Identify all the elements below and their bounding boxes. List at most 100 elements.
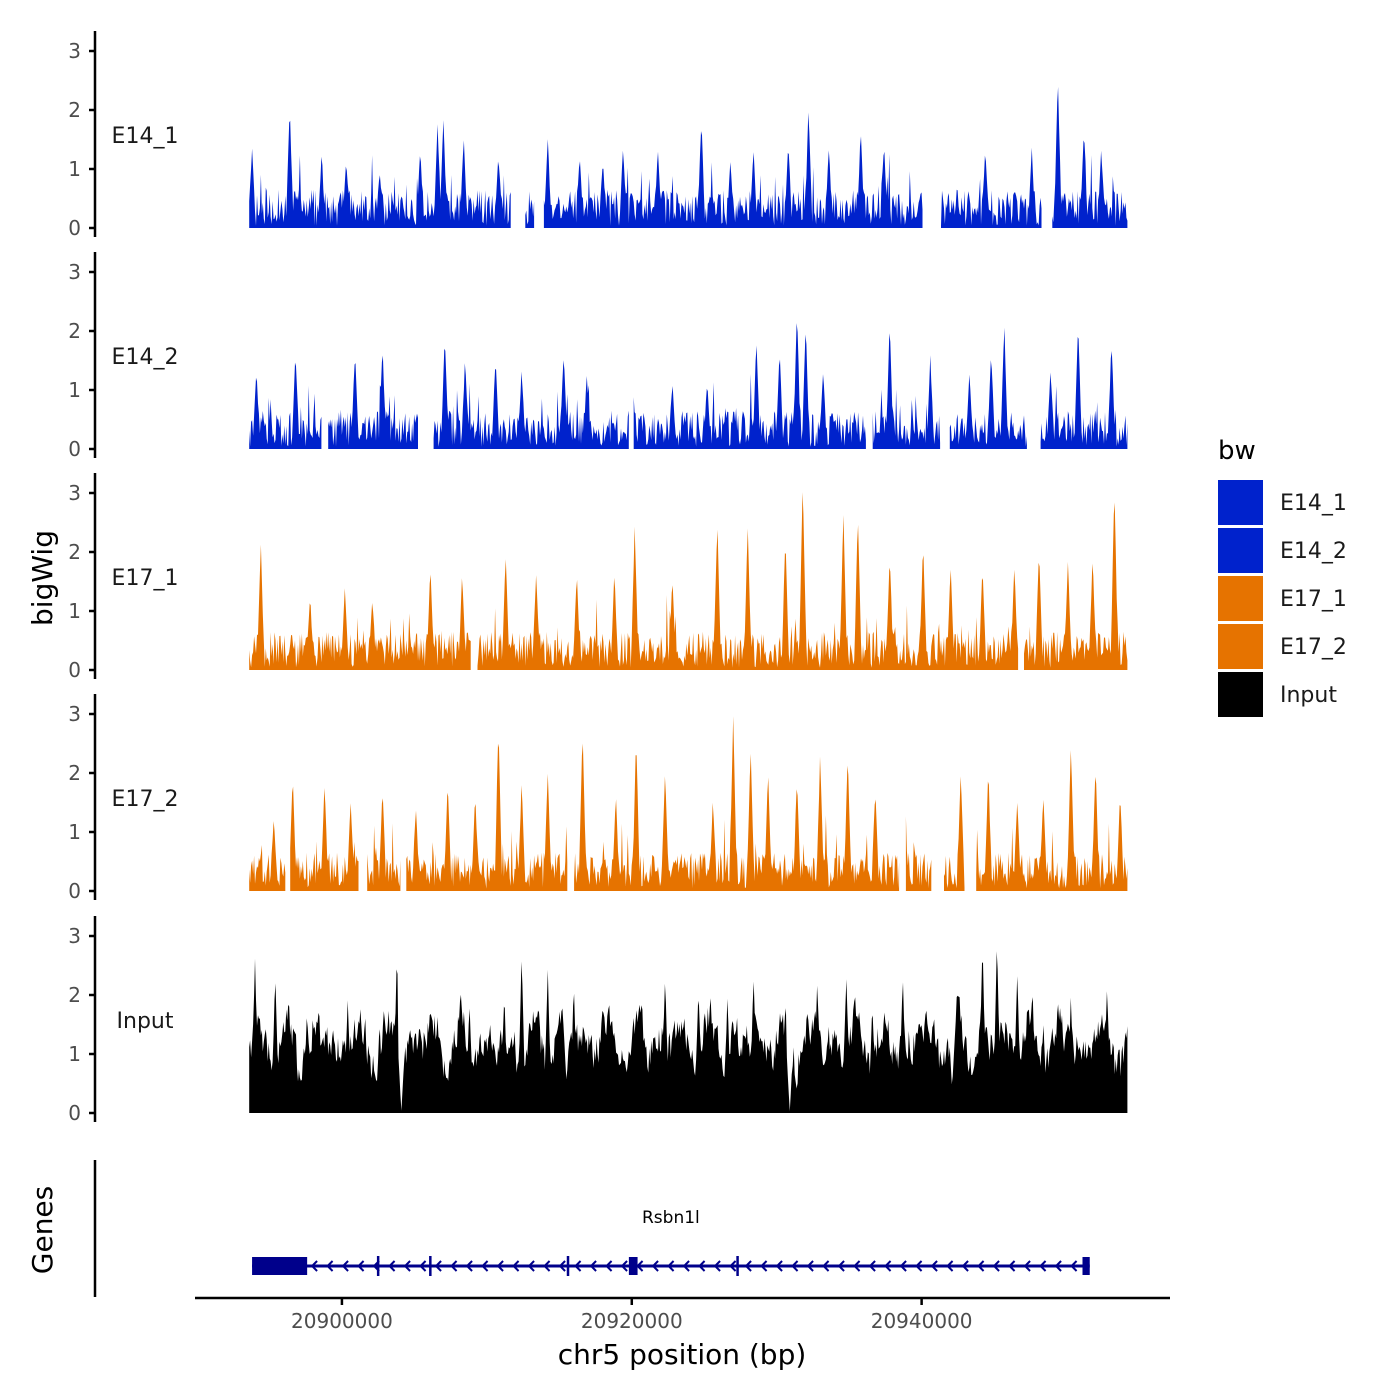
strand-arrow [558, 1260, 566, 1272]
track-label: E14_1 [112, 124, 179, 149]
strand-arrow [946, 1260, 954, 1272]
track-input: 0 1 2 3 Input [68, 916, 1128, 1125]
signal-area [949, 327, 1027, 449]
y-tick-label: 3 [68, 481, 81, 505]
y-tick-label: 0 [68, 216, 81, 240]
y-tick-label: 0 [68, 437, 81, 461]
track-e17-1: 0 1 2 3 E17_1 [68, 473, 1128, 682]
strand-arrow [729, 1260, 737, 1272]
signal-area [477, 492, 1019, 670]
y-tick-label: 2 [68, 98, 81, 122]
strand-arrow [574, 1260, 582, 1272]
strand-arrow [512, 1260, 520, 1272]
x-tick-label: 20940000 [871, 1309, 973, 1333]
signal-area [633, 323, 866, 449]
track-label: E17_2 [112, 787, 179, 812]
legend-label: E17_2 [1280, 635, 1347, 660]
gene-exon [1082, 1257, 1090, 1275]
strand-arrow [543, 1260, 551, 1272]
strand-arrow [1070, 1260, 1078, 1272]
track-label: Input [117, 1009, 174, 1034]
y-tick-label: 3 [68, 702, 81, 726]
signal-area [543, 112, 923, 228]
signal-area [433, 348, 629, 449]
strand-arrow [326, 1260, 334, 1272]
signal-area [905, 816, 932, 891]
x-tick-label: 20920000 [581, 1309, 683, 1333]
y-tick-label: 1 [68, 378, 81, 402]
x-tick-label: 20900000 [291, 1309, 393, 1333]
legend-label: Input [1280, 683, 1337, 708]
legend-swatch [1218, 480, 1263, 525]
genes-track-title: Genes [26, 1186, 59, 1274]
track-label: E14_2 [112, 345, 179, 370]
y-tick-label: 0 [68, 879, 81, 903]
legend: bw E14_1 E14_2 E17_1 E17_2 Input [1218, 436, 1347, 717]
strand-arrow [589, 1260, 597, 1272]
strand-arrow [992, 1260, 1000, 1272]
strand-arrow [403, 1260, 411, 1272]
signal-area [249, 120, 511, 228]
strand-arrow [667, 1260, 675, 1272]
track-e17-2: 0 1 2 3 E17_2 [68, 694, 1128, 903]
strand-arrow [450, 1260, 458, 1272]
strand-arrow [605, 1260, 613, 1272]
strand-arrow [744, 1260, 752, 1272]
gene-rsbn1l: Rsbn1l [252, 1208, 1090, 1276]
legend-label: E17_1 [1280, 587, 1347, 612]
strand-arrow [682, 1260, 690, 1272]
signal-area [249, 821, 286, 891]
y-axis-title: bigWig [26, 530, 59, 626]
signal-area [1040, 337, 1128, 449]
strand-arrow [822, 1260, 830, 1272]
y-tick-label: 0 [68, 1101, 81, 1125]
y-tick-label: 1 [68, 157, 81, 181]
strand-arrow [760, 1260, 768, 1272]
strand-arrow [899, 1260, 907, 1272]
strand-arrow [930, 1260, 938, 1272]
x-axis: 20900000 20920000 20940000 [195, 1296, 1170, 1333]
track-e14-2: 0 1 2 3 E14_2 [68, 252, 1128, 461]
signal-area [1052, 86, 1128, 229]
y-tick-label: 2 [68, 319, 81, 343]
strand-arrow [419, 1260, 427, 1272]
strand-arrow [698, 1260, 706, 1272]
y-tick-label: 2 [68, 540, 81, 564]
strand-arrow [434, 1260, 442, 1272]
strand-arrow [806, 1260, 814, 1272]
strand-arrow [481, 1260, 489, 1272]
strand-arrow [961, 1260, 969, 1272]
strand-arrow [310, 1260, 318, 1272]
signal-area [944, 776, 965, 891]
strand-arrow [388, 1260, 396, 1272]
signal-area [525, 191, 535, 228]
legend-swatch [1218, 528, 1263, 573]
y-tick-label: 3 [68, 260, 81, 284]
strand-arrow [1023, 1260, 1031, 1272]
strand-arrow [837, 1260, 845, 1272]
strand-arrow [620, 1260, 628, 1272]
strand-arrow [1054, 1260, 1062, 1272]
gene-exon [628, 1257, 638, 1275]
y-tick-label: 3 [68, 924, 81, 948]
legend-title: bw [1218, 436, 1256, 466]
y-tick-label: 2 [68, 761, 81, 785]
strand-arrow [527, 1260, 535, 1272]
signal-area [249, 362, 322, 449]
y-tick-label: 2 [68, 983, 81, 1007]
legend-swatch [1218, 672, 1263, 717]
signal-area [328, 355, 418, 449]
strand-arrow [853, 1260, 861, 1272]
track-e14-1: 0 1 2 3 E14_1 [68, 31, 1128, 240]
strand-arrow [1008, 1260, 1016, 1272]
y-tick-label: 1 [68, 1042, 81, 1066]
gene-track: Rsbn1l [93, 1160, 1090, 1297]
strand-arrow [1039, 1260, 1047, 1272]
y-tick-label: 0 [68, 658, 81, 682]
signal-area [574, 716, 900, 891]
legend-label: E14_1 [1280, 491, 1347, 516]
signal-area [406, 743, 568, 891]
y-tick-label: 1 [68, 820, 81, 844]
track-label: E17_1 [112, 566, 179, 591]
